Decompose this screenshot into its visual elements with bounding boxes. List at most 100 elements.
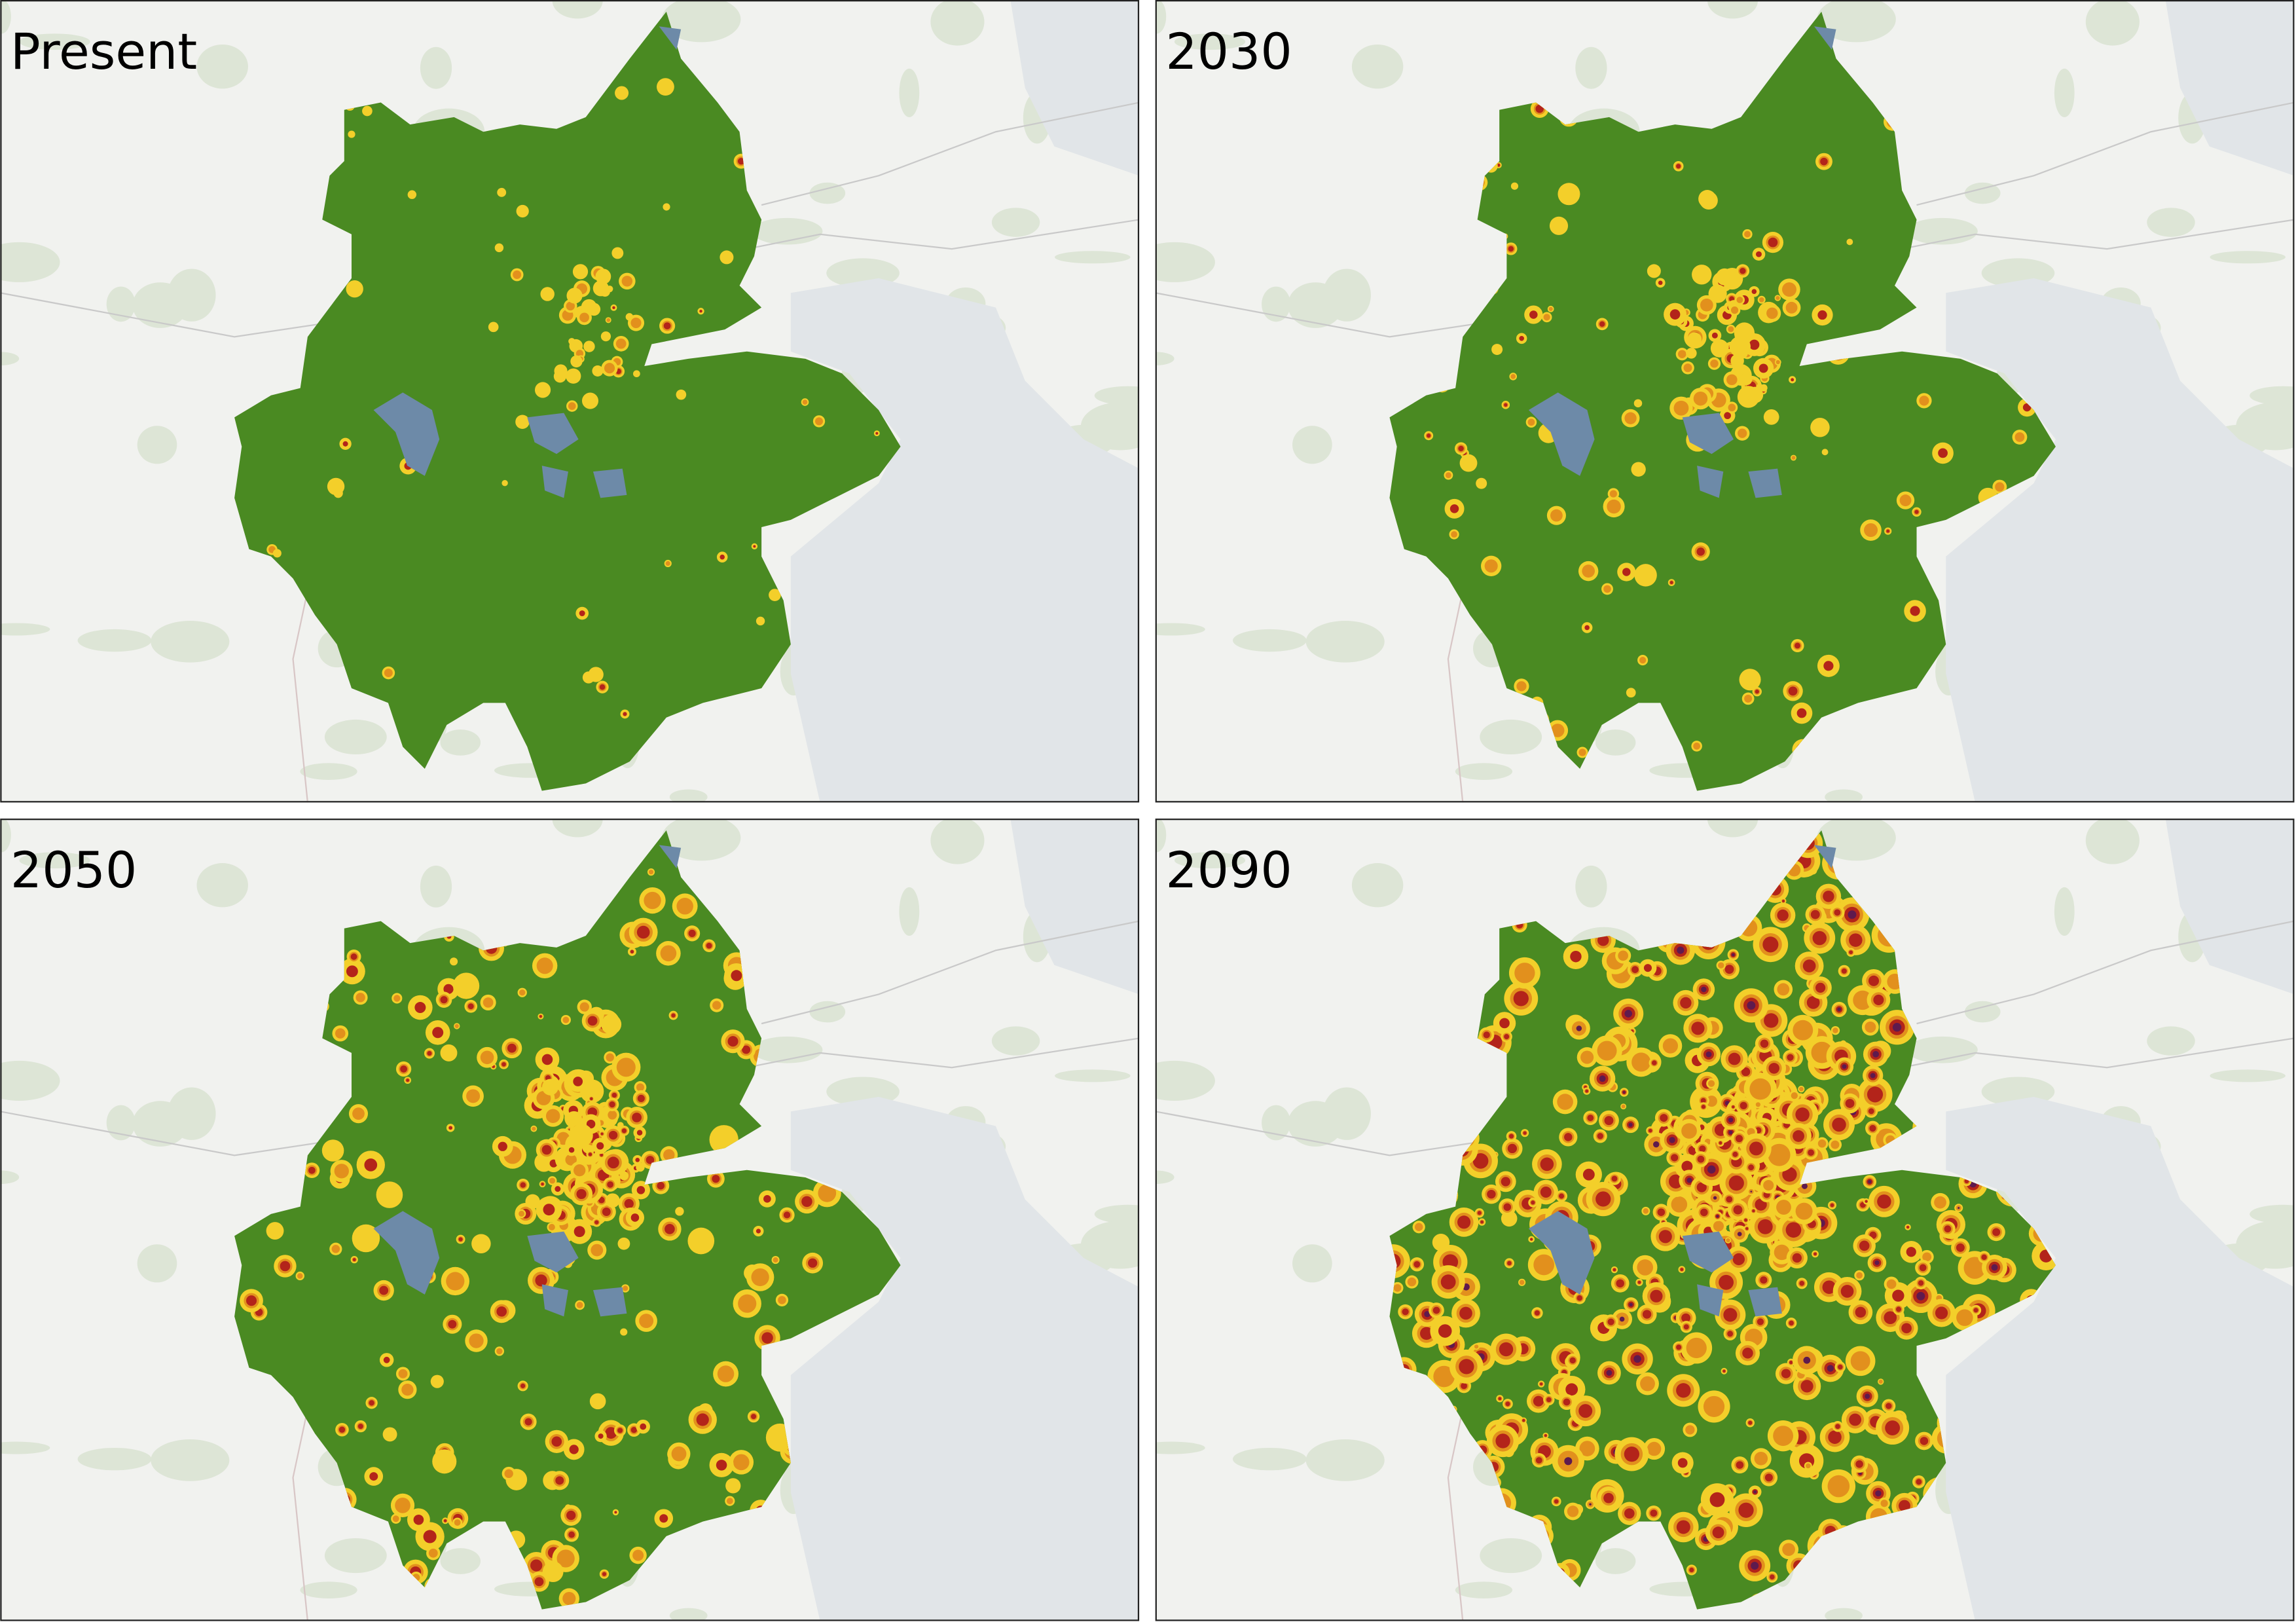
- hotspot: [1740, 1101, 1747, 1109]
- hotspot: [525, 1194, 540, 1209]
- hotspot: [1750, 1190, 1753, 1192]
- hotspot: [1815, 982, 1826, 993]
- hotspot: [630, 318, 642, 329]
- hotspot: [1432, 1234, 1450, 1251]
- hotspot: [1607, 1318, 1614, 1325]
- forest-patch: [2054, 887, 2075, 936]
- hotspot: [1713, 1221, 1724, 1232]
- hotspot: [1867, 1086, 1884, 1103]
- hotspot: [369, 1472, 378, 1481]
- hotspot: [1789, 1360, 1793, 1365]
- hotspot: [742, 1045, 751, 1054]
- lake: [541, 466, 568, 498]
- hotspot: [606, 318, 611, 322]
- hotspot: [1703, 1395, 1725, 1418]
- hotspot: [1499, 1018, 1510, 1029]
- hotspot: [1918, 1280, 1924, 1286]
- hotspot: [1643, 964, 1652, 972]
- hotspot: [1768, 1143, 1791, 1166]
- hotspot: [1830, 1203, 1834, 1208]
- forest-patch: [1262, 1105, 1291, 1141]
- hotspot: [342, 441, 348, 447]
- hotspot: [1849, 1413, 1862, 1426]
- hotspot: [1643, 1208, 1649, 1214]
- hotspot: [1944, 1225, 1952, 1233]
- hotspot: [687, 1227, 715, 1255]
- hotspot: [574, 1226, 585, 1238]
- hotspot: [572, 264, 589, 280]
- hotspot: [1719, 1141, 1722, 1145]
- hotspot: [1613, 1268, 1616, 1272]
- forest-patch: [1351, 44, 1404, 89]
- hotspot: [1827, 1365, 1834, 1372]
- hotspot: [576, 1302, 583, 1308]
- hotspot: [1835, 1424, 1840, 1430]
- hotspot: [738, 1294, 757, 1313]
- forest-patch: [2147, 208, 2195, 237]
- forest-patch: [2085, 0, 2140, 46]
- hotspot: [1906, 1247, 1916, 1257]
- hotspot: [753, 545, 756, 548]
- hotspot: [1480, 1220, 1484, 1224]
- hotspot: [1595, 1191, 1611, 1207]
- hotspot: [566, 301, 575, 311]
- hotspot: [1576, 1295, 1582, 1301]
- hotspot: [640, 1423, 647, 1430]
- hotspot: [1516, 681, 1527, 692]
- hotspot: [636, 925, 650, 939]
- hotspot: [1832, 1027, 1838, 1033]
- hotspot: [335, 1028, 346, 1039]
- hotspot: [1762, 936, 1779, 953]
- hotspot: [1728, 1117, 1734, 1123]
- hotspot: [496, 1306, 507, 1317]
- hotspot: [592, 280, 609, 297]
- hotspot: [1821, 449, 1829, 456]
- hotspot: [1407, 1277, 1417, 1287]
- hotspot: [601, 1014, 622, 1035]
- hotspot: [1760, 384, 1768, 392]
- hotspot: [660, 945, 677, 962]
- hotspot: [712, 1175, 720, 1183]
- lake: [373, 392, 440, 476]
- hotspot: [364, 1158, 378, 1172]
- hotspot: [504, 1469, 513, 1479]
- hotspot: [1837, 1007, 1842, 1012]
- hotspot: [1776, 1200, 1791, 1215]
- hotspot: [427, 1050, 432, 1056]
- hotspot: [1751, 1561, 1759, 1570]
- hotspot: [1669, 1137, 1675, 1143]
- hotspot: [808, 1258, 818, 1268]
- hotspot: [1683, 1324, 1689, 1330]
- hotspot: [1514, 963, 1535, 984]
- forest-patch: [77, 1447, 152, 1471]
- hotspot: [1880, 1500, 1888, 1507]
- hotspot: [497, 187, 507, 197]
- hotspot: [400, 1065, 407, 1073]
- hotspot: [1533, 1254, 1555, 1276]
- hotspot: [1729, 336, 1751, 358]
- hotspot: [1546, 1397, 1552, 1403]
- forest-patch: [196, 863, 248, 908]
- hotspot: [452, 972, 480, 999]
- hotspot: [246, 1295, 257, 1306]
- hotspot: [1504, 403, 1508, 407]
- hotspot: [1868, 1179, 1872, 1184]
- hotspot: [266, 1222, 284, 1240]
- hotspot: [1733, 1205, 1743, 1215]
- road: [761, 101, 1140, 206]
- hotspot: [1685, 1425, 1695, 1435]
- hotspot: [579, 1002, 589, 1012]
- hotspot: [1757, 1219, 1773, 1234]
- forest-patch: [2147, 1026, 2195, 1056]
- hotspot: [1673, 400, 1689, 416]
- hotspot: [1806, 1463, 1811, 1469]
- hotspot: [1459, 1359, 1474, 1375]
- hotspot: [1539, 1382, 1543, 1386]
- hotspot: [706, 942, 712, 949]
- hotspot: [1445, 472, 1451, 479]
- forest-patch: [899, 887, 920, 936]
- forest-patch: [899, 68, 920, 117]
- hotspot: [1476, 477, 1487, 489]
- hotspot: [612, 306, 615, 310]
